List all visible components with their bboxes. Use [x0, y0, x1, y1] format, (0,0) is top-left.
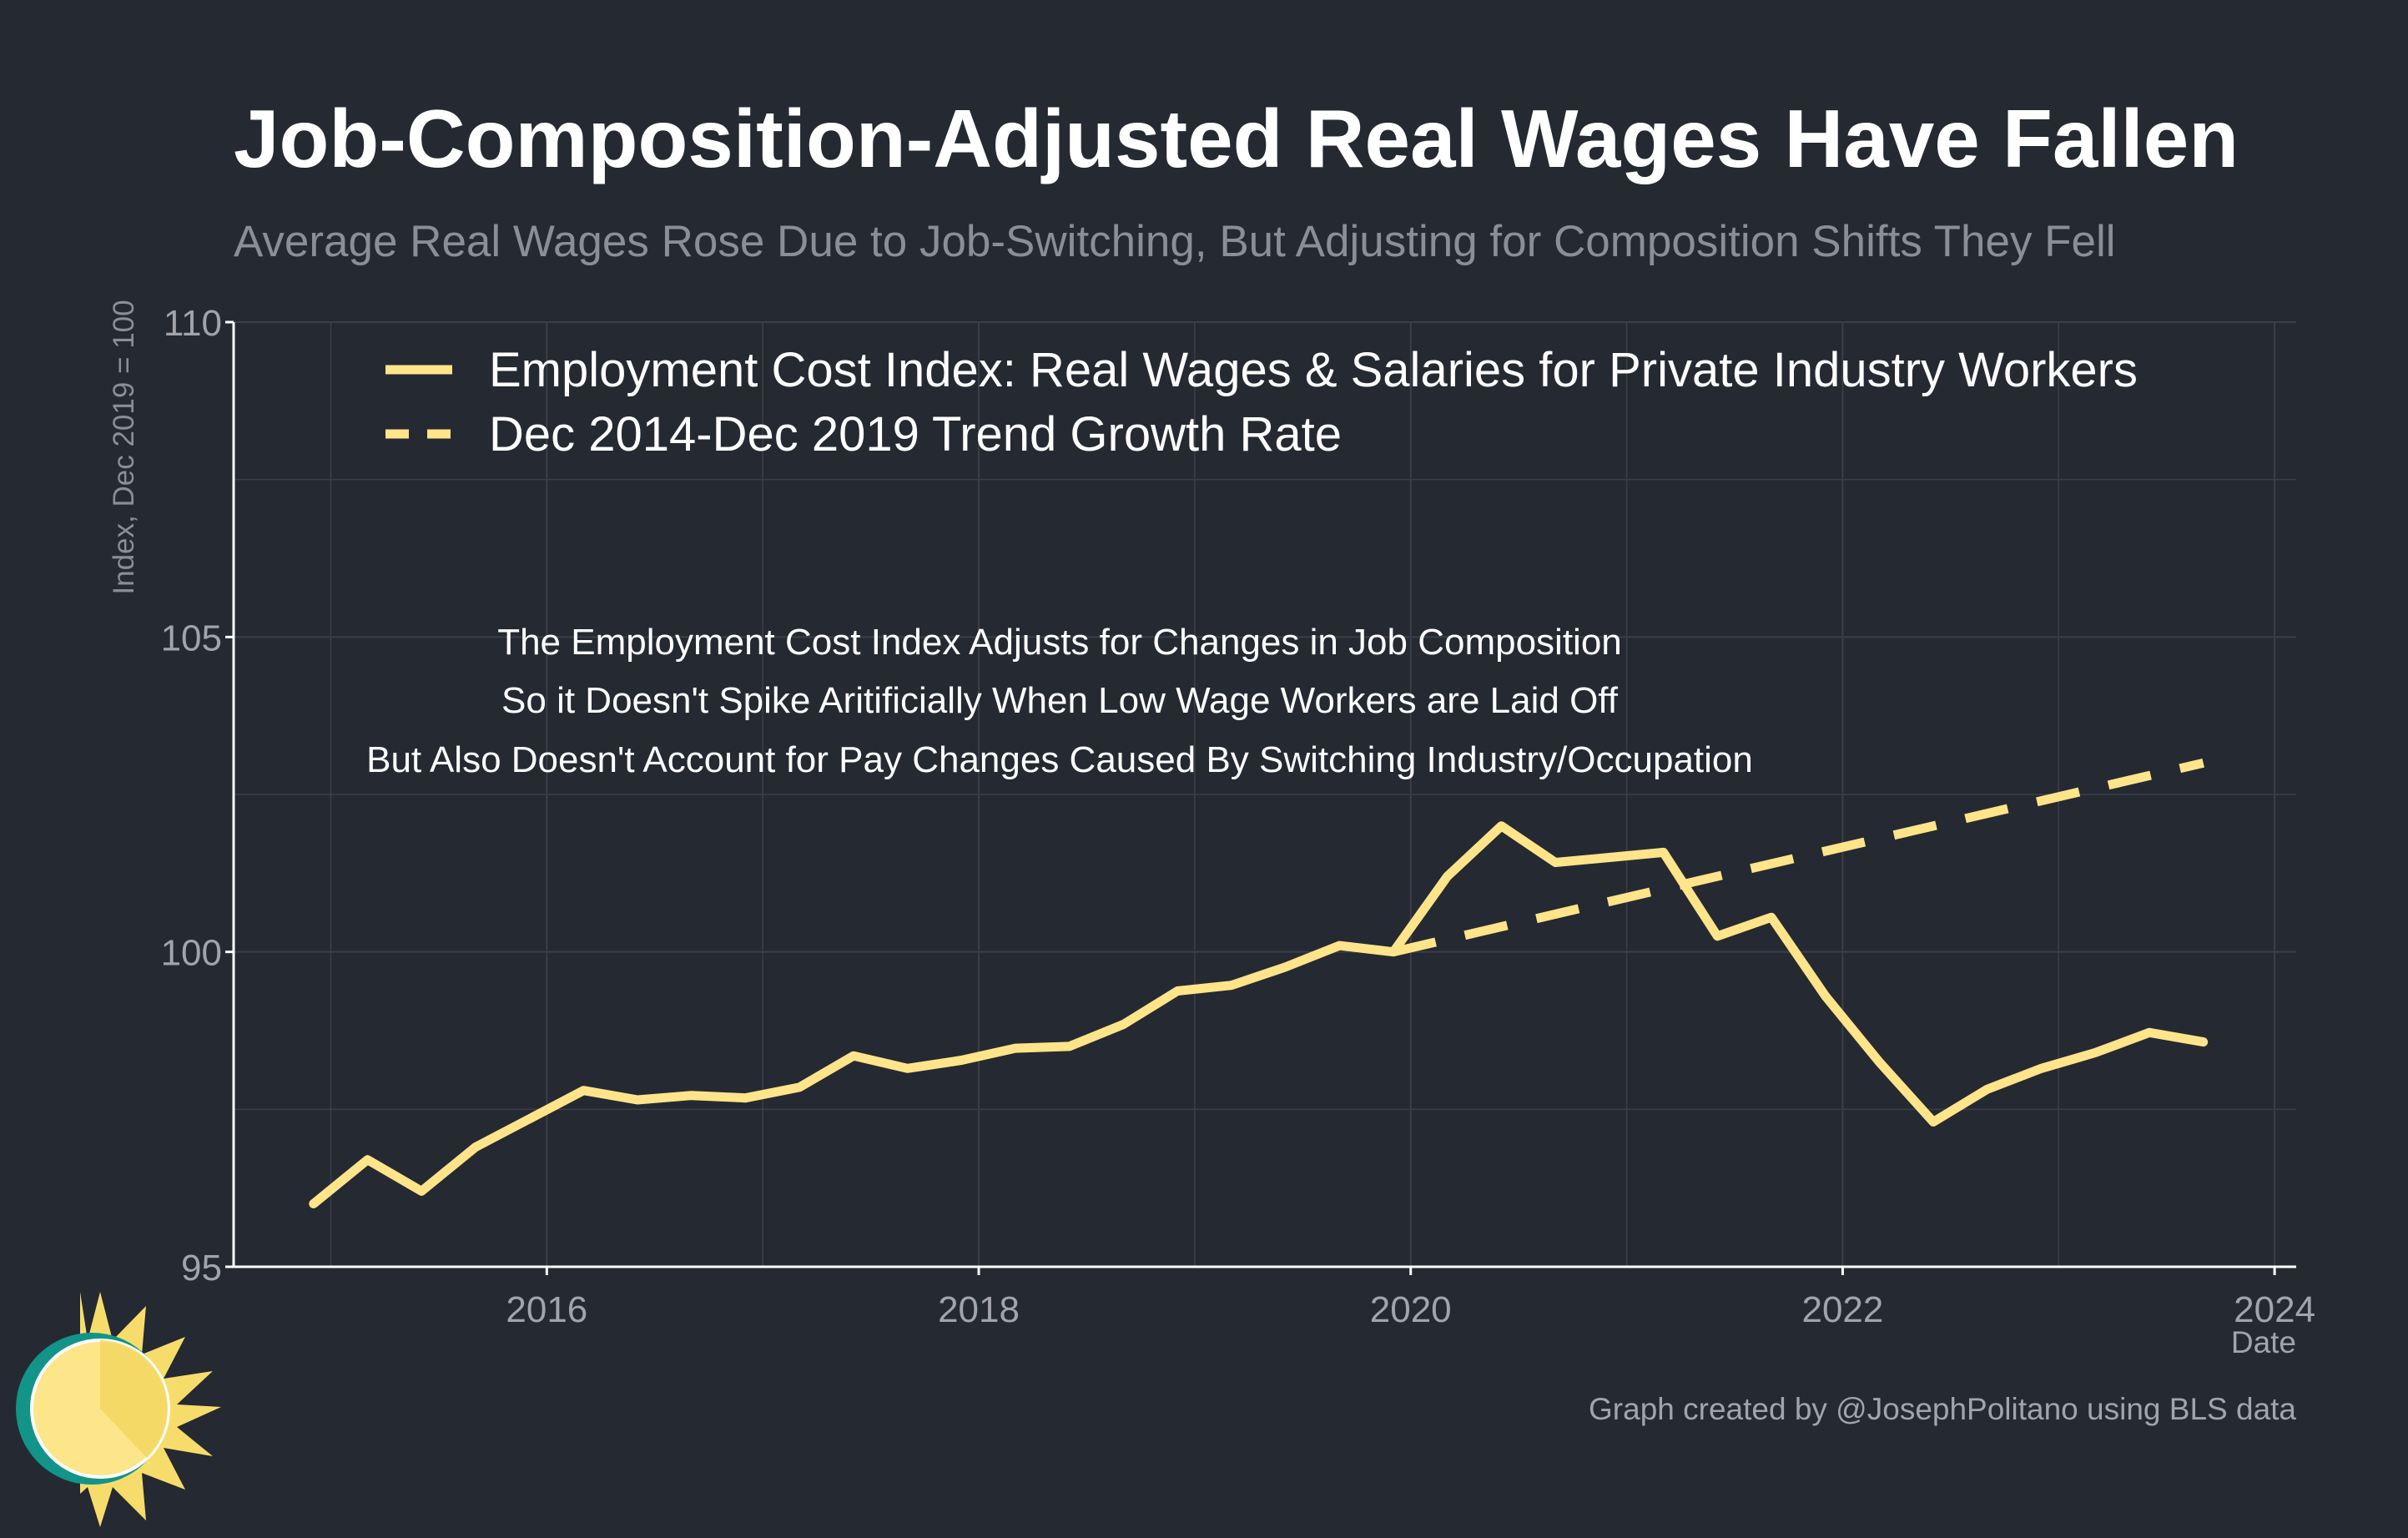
- sun-logo-icon: [16, 1292, 221, 1527]
- x-tick-label: 2018: [938, 1289, 1020, 1330]
- annotation: The Employment Cost Index Adjusts for Ch…: [366, 622, 1753, 780]
- x-tick-label: 2024: [2234, 1289, 2315, 1330]
- x-tick-label: 2022: [1801, 1289, 1883, 1330]
- x-tick-label: 2020: [1370, 1289, 1452, 1330]
- x-axis-label: Date: [2231, 1325, 2296, 1359]
- annotation-line-3: But Also Doesn't Account for Pay Changes…: [366, 739, 1753, 780]
- annotation-line-1: The Employment Cost Index Adjusts for Ch…: [497, 622, 1622, 663]
- y-tick-label: 100: [161, 933, 222, 974]
- axes: [225, 320, 2296, 1275]
- sun-shade: [100, 1340, 169, 1458]
- x-tick-label: 2016: [506, 1289, 587, 1330]
- y-axis-label: Index, Dec 2019 = 100: [108, 300, 140, 594]
- y-tick-label: 95: [181, 1248, 222, 1288]
- credit: Graph created by @JosephPolitano using B…: [1589, 1392, 2296, 1426]
- legend: Employment Cost Index: Real Wages & Sala…: [385, 343, 2138, 461]
- y-tick-label: 105: [161, 618, 222, 658]
- series-lines: [309, 758, 2209, 1208]
- series-line-ecsi: [309, 821, 2209, 1208]
- y-tick-labels: 95 100 105 110: [161, 303, 222, 1288]
- annotation-line-2: So it Doesn't Spike Aritificially When L…: [501, 680, 1619, 721]
- legend-label-ecsi: Employment Cost Index: Real Wages & Sala…: [489, 343, 2138, 397]
- x-tick-labels: 2016 2018 2020 2022 2024: [506, 1289, 2315, 1330]
- chart-subtitle: Average Real Wages Rose Due to Job-Switc…: [234, 217, 2116, 266]
- y-tick-label: 110: [164, 303, 222, 344]
- chart-title: Job-Composition-Adjusted Real Wages Have…: [234, 93, 2239, 184]
- series-line-trend: [1392, 758, 2204, 957]
- legend-label-trend: Dec 2014-Dec 2019 Trend Growth Rate: [489, 407, 1342, 461]
